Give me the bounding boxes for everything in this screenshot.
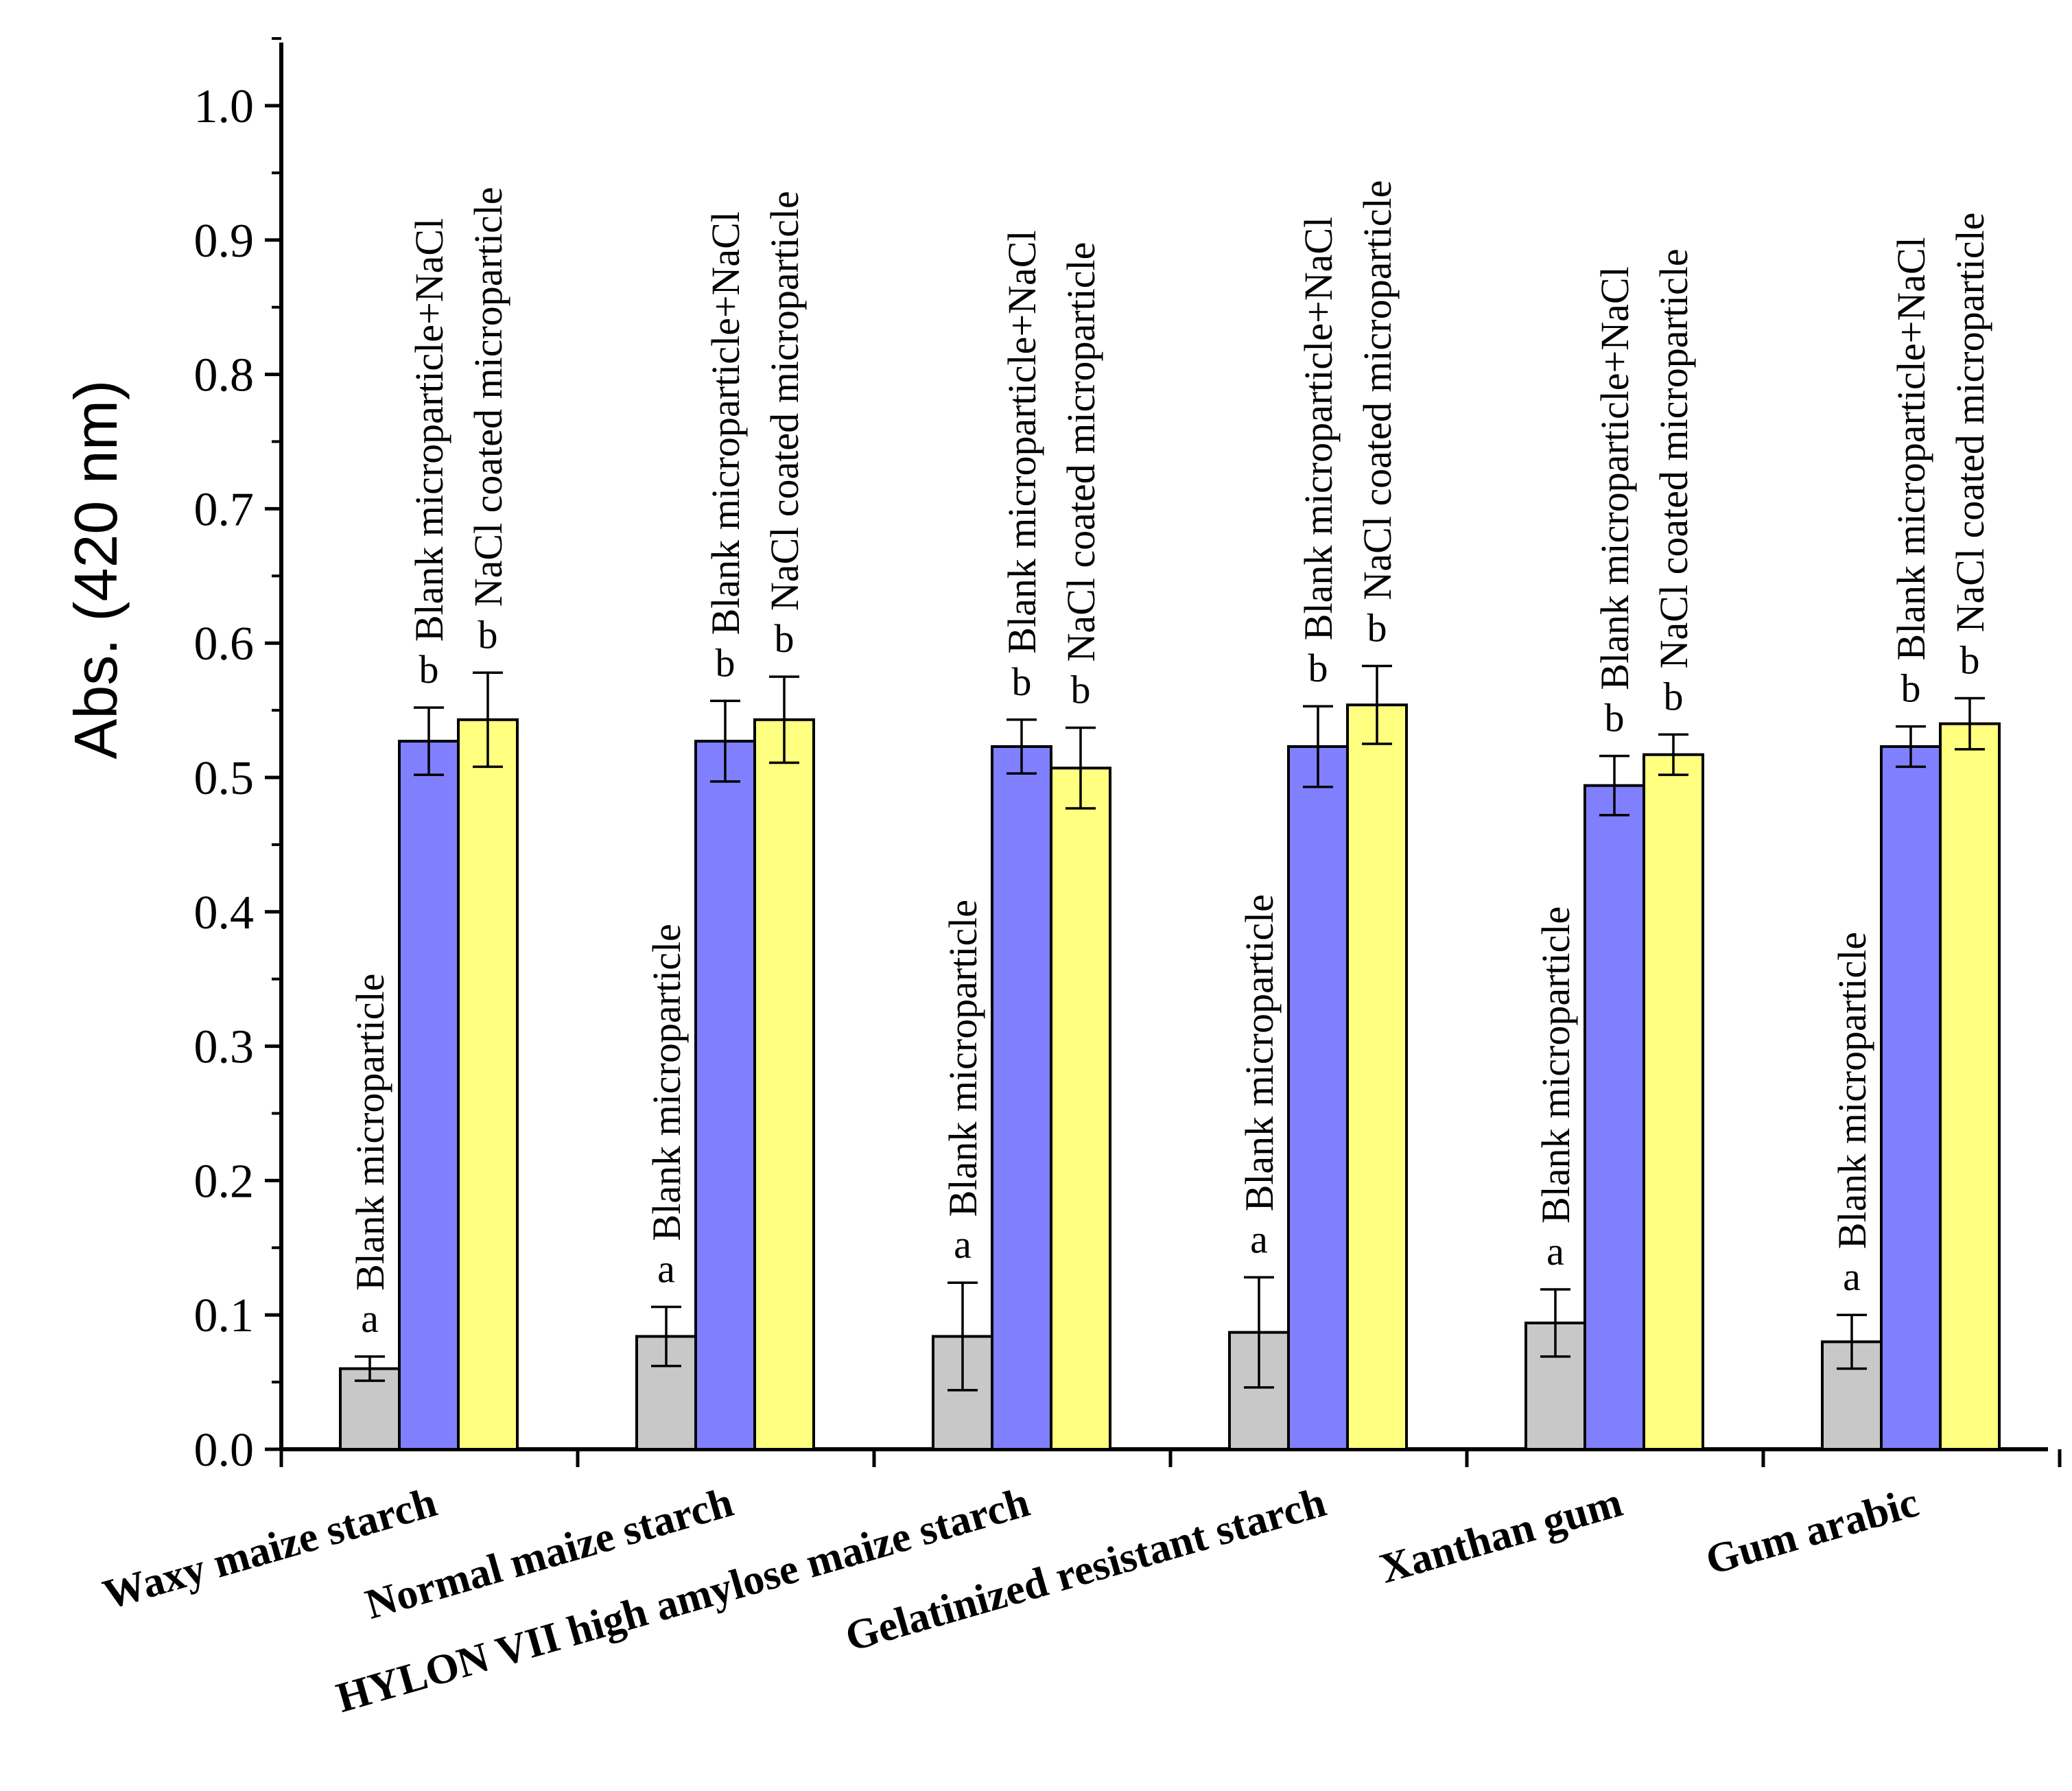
- significance-label: b: [1901, 666, 1921, 711]
- x-category-label: Gelatinized resistant starch: [840, 1479, 1331, 1661]
- bar-series-label: Blank microparticle+NaCl: [703, 211, 748, 635]
- bar: [398, 740, 460, 1451]
- bar: [1939, 722, 2001, 1451]
- significance-label: a: [1843, 1254, 1861, 1299]
- bar: [1287, 745, 1349, 1451]
- y-tick-label: 0.1: [194, 1289, 255, 1342]
- bar: [457, 718, 519, 1451]
- bar: [694, 740, 756, 1451]
- bar: [991, 745, 1052, 1451]
- significance-label: a: [954, 1222, 972, 1267]
- bar-series-label: Blank microparticle: [1533, 906, 1578, 1224]
- significance-label: b: [1367, 605, 1387, 650]
- bar: [1584, 784, 1645, 1451]
- y-tick-label: 1.0: [194, 80, 255, 133]
- y-tick-label: 0.6: [194, 618, 255, 670]
- y-tick-label: 0.7: [194, 483, 255, 536]
- bar: [1643, 753, 1704, 1451]
- bar-series-label: Blank microparticle: [941, 900, 985, 1217]
- x-category-label: Xanthan gum: [1375, 1479, 1627, 1593]
- significance-label: b: [775, 616, 794, 661]
- significance-label: b: [1605, 696, 1625, 740]
- bar-series-label: NaCl coated microparticle: [1059, 242, 1103, 662]
- bar-series-label: NaCl coated microparticle: [466, 187, 510, 607]
- bar-series-label: Blank microparticle: [1830, 932, 1874, 1249]
- bar-series-label: Blank microparticle: [1237, 894, 1282, 1211]
- bar-series-label: Blank microparticle: [644, 924, 689, 1241]
- bar-series-label: Blank microparticle+NaCl: [1592, 266, 1637, 690]
- x-category-label: Gum arabic: [1701, 1479, 1924, 1584]
- significance-label: b: [419, 647, 439, 692]
- significance-label: a: [1250, 1217, 1268, 1261]
- y-tick-label: 0.4: [194, 887, 255, 939]
- y-tick-label: 0.0: [194, 1424, 255, 1477]
- significance-label: b: [478, 612, 498, 657]
- significance-label: b: [1308, 646, 1328, 690]
- significance-label: a: [361, 1296, 379, 1341]
- bar: [1050, 766, 1111, 1451]
- y-axis-title: Abs. (420 nm): [62, 380, 130, 760]
- bar-series-label: Blank microparticle+NaCl: [1000, 230, 1044, 653]
- y-tick-label: 0.9: [194, 215, 255, 268]
- bar: [1880, 745, 1942, 1451]
- y-tick-label: 0.8: [194, 349, 255, 402]
- bar: [1821, 1340, 1883, 1451]
- y-tick-label: 0.2: [194, 1155, 255, 1208]
- significance-label: b: [1012, 659, 1032, 704]
- significance-label: a: [657, 1246, 675, 1291]
- bar-series-label: Blank microparticle: [348, 974, 392, 1291]
- bar: [1346, 703, 1408, 1451]
- plot-area: 0.0 0.1 0.2 0.3 0.4 0.5 0.6 0.7 0.8 0.9 1.0 a Blank …: [98, 37, 2062, 1722]
- bar-series-label: Blank microparticle+NaCl: [1296, 217, 1341, 640]
- significance-label: b: [1071, 668, 1091, 712]
- significance-label: b: [1664, 674, 1684, 718]
- y-tick-label: 0.3: [194, 1021, 255, 1074]
- bar-series-label: Blank microparticle+NaCl: [407, 218, 451, 642]
- bar-series-label: Blank microparticle+NaCl: [1889, 237, 1933, 660]
- bar-series-label: NaCl coated microparticle: [762, 191, 807, 611]
- bar-series-label: NaCl coated microparticle: [1948, 213, 1992, 633]
- y-tick-label: 0.5: [194, 752, 255, 805]
- bar: [753, 718, 815, 1451]
- significance-label: a: [1546, 1229, 1564, 1274]
- significance-label: b: [1960, 637, 1980, 682]
- bar-series-label: NaCl coated microparticle: [1651, 248, 1696, 668]
- bar-series-label: NaCl coated microparticle: [1355, 180, 1400, 600]
- significance-label: b: [716, 640, 735, 685]
